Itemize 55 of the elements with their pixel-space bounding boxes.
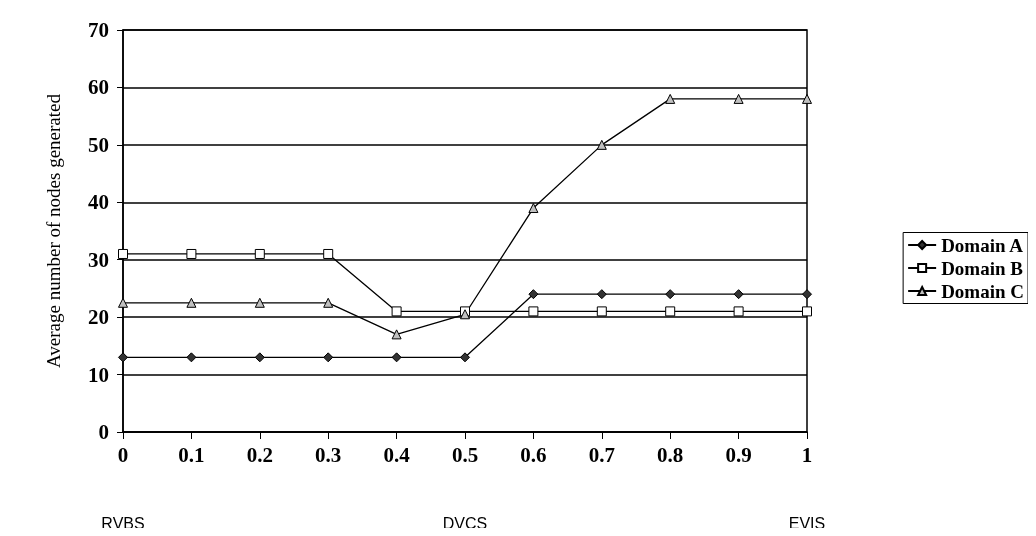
point [323, 248, 334, 259]
text: EVIS [788, 514, 826, 532]
x-tick-label: 0.3 [315, 442, 342, 467]
text: DVCS [442, 514, 488, 532]
x-tick-label: 0.1 [178, 442, 205, 467]
point [665, 289, 676, 300]
y-tick-label: 70 [88, 18, 109, 42]
point [596, 306, 607, 317]
y-tick-label: 20 [88, 305, 109, 330]
point [323, 297, 334, 308]
x-tick-label: 0.4 [383, 442, 411, 467]
point [391, 306, 402, 317]
point [186, 352, 197, 363]
point [596, 289, 607, 300]
point [665, 93, 676, 104]
point [528, 289, 539, 300]
point [323, 352, 334, 363]
point [665, 306, 676, 317]
y-tick-label: 30 [88, 247, 109, 272]
point [733, 93, 744, 104]
legend-label: Domain C [941, 280, 1025, 302]
x-tick-label: 0.7 [588, 442, 615, 467]
point [802, 306, 812, 317]
point [186, 297, 197, 308]
x-tick-label: 1 [801, 442, 813, 467]
x-tick-label: 0.8 [657, 442, 684, 467]
point [733, 306, 744, 317]
point [460, 352, 470, 363]
point [802, 289, 812, 300]
point [733, 289, 744, 300]
point [391, 329, 402, 340]
point [118, 352, 128, 363]
point [254, 297, 265, 308]
y-axis-title: Average number of nodes generated [43, 93, 64, 368]
x-tick-label: 0 [117, 442, 129, 467]
point [391, 352, 402, 363]
point [186, 248, 197, 259]
point [254, 352, 265, 363]
point [596, 139, 607, 150]
y-tick-label: 10 [88, 362, 109, 387]
y-tick-label: 0 [98, 420, 109, 444]
y-tick-label: 60 [88, 75, 109, 100]
point [528, 203, 539, 214]
legend-label: Domain A [941, 234, 1024, 256]
point [528, 306, 539, 317]
x-tick-label: 0.6 [520, 442, 547, 467]
y-tick-label: 50 [88, 132, 109, 157]
y-tick-label: 40 [88, 190, 109, 215]
point [254, 248, 265, 259]
x-tick-label: 0.2 [246, 442, 273, 467]
x-tick-label: 0.9 [725, 442, 752, 467]
text: RVBS [101, 514, 145, 532]
point [802, 93, 812, 104]
x-tick-label: 0.5 [451, 442, 479, 467]
legend-label: Domain B [941, 257, 1024, 279]
